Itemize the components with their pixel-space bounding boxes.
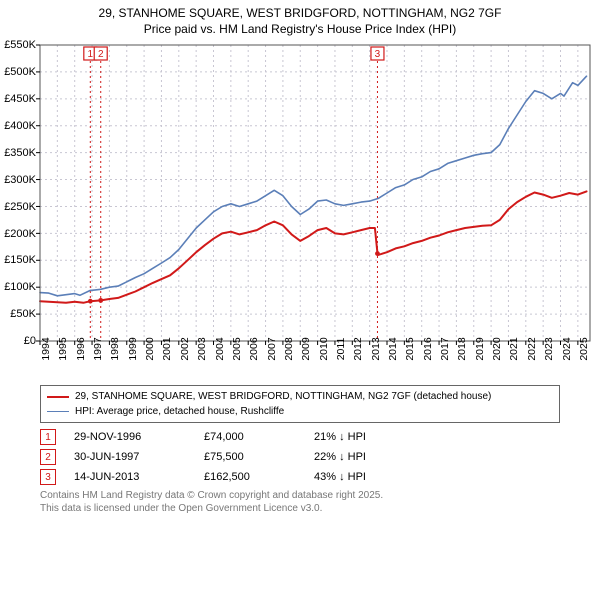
x-tick-label: 2009 [300,338,312,361]
x-tick-label: 2012 [352,338,364,361]
x-tick-label: 2005 [231,338,243,361]
x-tick-label: 2001 [161,338,173,361]
legend-swatch [47,396,69,398]
x-tick-label: 2004 [214,338,226,361]
x-tick-label: 2007 [266,338,278,361]
footer-line-2: This data is licensed under the Open Gov… [40,502,560,515]
x-tick-label: 2017 [439,338,451,361]
event-price: £74,000 [204,431,314,443]
event-price: £162,500 [204,471,314,483]
legend-swatch [47,411,69,412]
event-pct: 43% ↓ HPI [314,471,434,483]
x-tick-label: 2024 [561,338,573,361]
event-row: 3 14-JUN-2013£162,50043% ↓ HPI [40,469,560,485]
title-line-1: 29, STANHOME SQUARE, WEST BRIDGFORD, NOT… [0,6,600,22]
x-axis-labels: 1994 1995 1996 1997 1998 1999 2000 2001 2002 2003… [0,41,600,381]
legend-row: HPI: Average price, detached house, Rush… [47,404,553,419]
event-price: £75,500 [204,451,314,463]
event-date: 14-JUN-2013 [74,471,204,483]
x-tick-label: 2006 [248,338,260,361]
chart-area: 123 £0£50K£100K£150K£200K£250K£300K£350K… [0,41,600,381]
x-tick-label: 2000 [144,338,156,361]
legend: 29, STANHOME SQUARE, WEST BRIDGFORD, NOT… [40,385,560,423]
events-table: 1 29-NOV-1996£74,00021% ↓ HPI 2 30-JUN-1997… [40,429,560,485]
title-line-2: Price paid vs. HM Land Registry's House … [0,22,600,38]
event-date: 29-NOV-1996 [74,431,204,443]
event-row: 1 29-NOV-1996£74,00021% ↓ HPI [40,429,560,445]
footer-line-1: Contains HM Land Registry data © Crown c… [40,489,560,502]
footer: Contains HM Land Registry data © Crown c… [40,489,560,515]
x-tick-label: 1996 [75,338,87,361]
event-date: 30-JUN-1997 [74,451,204,463]
x-tick-label: 2013 [370,338,382,361]
x-tick-label: 1999 [127,338,139,361]
x-tick-label: 2002 [179,338,191,361]
x-tick-label: 2008 [283,338,295,361]
x-tick-label: 2015 [404,338,416,361]
x-tick-label: 2020 [491,338,503,361]
event-row: 2 30-JUN-1997£75,50022% ↓ HPI [40,449,560,465]
event-marker: 3 [40,469,56,485]
x-tick-label: 2019 [474,338,486,361]
legend-label: HPI: Average price, detached house, Rush… [75,404,284,419]
chart-title: 29, STANHOME SQUARE, WEST BRIDGFORD, NOT… [0,0,600,41]
event-marker: 2 [40,449,56,465]
legend-row: 29, STANHOME SQUARE, WEST BRIDGFORD, NOT… [47,389,553,404]
x-tick-label: 2018 [456,338,468,361]
x-tick-label: 2016 [422,338,434,361]
legend-label: 29, STANHOME SQUARE, WEST BRIDGFORD, NOT… [75,389,491,404]
x-tick-label: 1995 [57,338,69,361]
event-marker: 1 [40,429,56,445]
event-pct: 21% ↓ HPI [314,431,434,443]
x-tick-label: 1998 [109,338,121,361]
x-tick-label: 2011 [335,338,347,361]
x-tick-label: 2025 [578,338,590,361]
x-tick-label: 2021 [508,338,520,361]
x-tick-label: 1994 [40,338,52,361]
x-tick-label: 1997 [92,338,104,361]
x-tick-label: 2003 [196,338,208,361]
event-pct: 22% ↓ HPI [314,451,434,463]
x-tick-label: 2023 [543,338,555,361]
x-tick-label: 2022 [526,338,538,361]
x-tick-label: 2014 [387,338,399,361]
x-tick-label: 2010 [318,338,330,361]
